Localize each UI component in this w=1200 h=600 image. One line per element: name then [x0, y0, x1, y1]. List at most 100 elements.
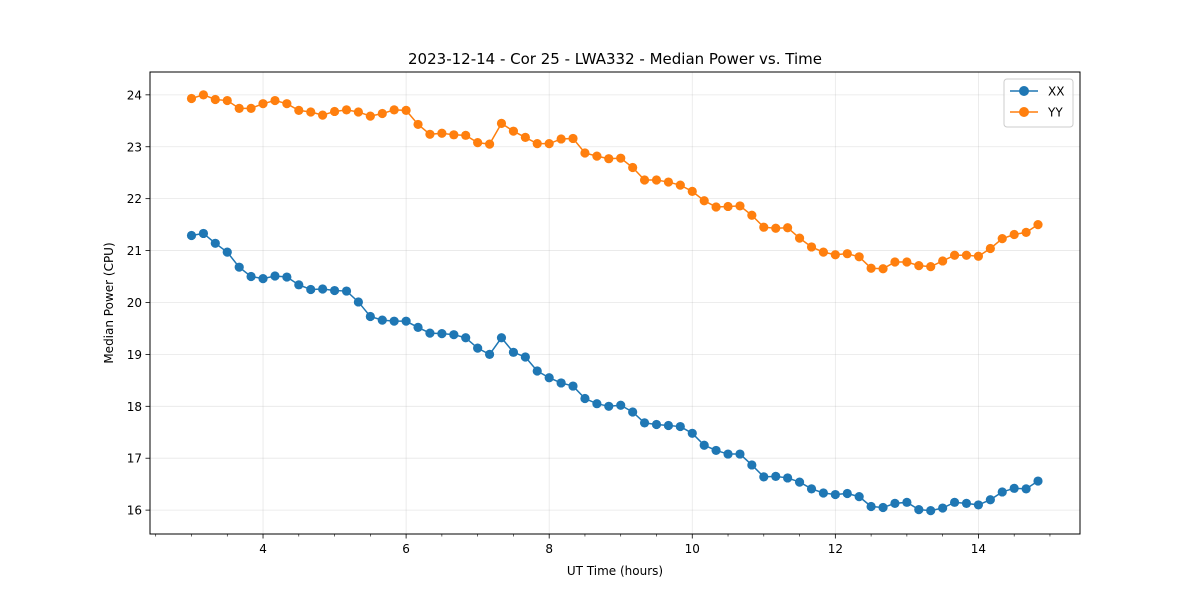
data-point-yy — [854, 252, 864, 262]
data-point-xx — [794, 477, 805, 487]
data-point-xx — [854, 492, 864, 502]
data-point-yy — [473, 138, 483, 148]
data-point-yy — [663, 177, 674, 187]
data-point-xx — [938, 503, 948, 513]
data-point-xx — [830, 489, 840, 500]
data-point-xx — [866, 501, 876, 512]
data-point-xx — [544, 373, 554, 383]
data-point-xx — [771, 471, 781, 481]
legend-label-yy: YY — [1047, 106, 1063, 120]
series-layer — [186, 90, 1043, 516]
data-point-yy — [532, 139, 542, 149]
legend-marker-xx — [1019, 86, 1029, 96]
data-point-xx — [556, 378, 566, 388]
data-point-xx — [258, 274, 268, 284]
data-point-xx — [270, 271, 280, 281]
data-point-xx — [639, 418, 650, 428]
data-point-yy — [759, 222, 769, 232]
data-point-xx — [663, 420, 674, 431]
data-point-xx — [687, 428, 697, 438]
data-point-yy — [961, 250, 972, 260]
data-point-xx — [413, 322, 423, 332]
data-point-yy — [198, 90, 209, 100]
data-point-xx — [1009, 483, 1019, 493]
x-tick-label: 10 — [685, 542, 700, 556]
data-point-xx — [449, 330, 459, 340]
data-point-xx — [580, 393, 590, 404]
data-point-xx — [294, 280, 304, 290]
data-point-yy — [341, 105, 352, 115]
data-point-yy — [842, 249, 852, 259]
data-point-xx — [318, 284, 328, 294]
data-point-xx — [365, 311, 375, 322]
data-point-xx — [425, 328, 435, 338]
data-point-xx — [592, 399, 602, 409]
data-point-yy — [449, 130, 459, 140]
data-point-yy — [186, 93, 197, 104]
y-tick-label: 24 — [127, 88, 142, 102]
x-tick-label: 14 — [971, 542, 986, 556]
data-point-yy — [711, 202, 721, 212]
data-point-yy — [258, 99, 268, 109]
data-point-xx — [186, 230, 197, 241]
data-point-xx — [651, 419, 662, 430]
data-point-xx — [282, 272, 292, 282]
data-point-yy — [556, 134, 566, 144]
series-line-xx — [191, 232, 1039, 512]
grid — [150, 72, 1080, 534]
data-point-xx — [842, 488, 852, 499]
data-point-yy — [699, 196, 709, 206]
data-point-xx — [783, 473, 793, 483]
legend: XX YY — [1003, 78, 1074, 128]
data-point-xx — [234, 262, 244, 272]
data-point-yy — [902, 257, 912, 267]
data-point-xx — [723, 449, 733, 459]
data-point-xx — [389, 316, 399, 326]
data-point-yy — [413, 119, 423, 130]
data-point-xx — [532, 366, 542, 376]
data-point-yy — [985, 243, 995, 254]
data-point-xx — [222, 247, 232, 257]
series-line-yy — [191, 94, 1039, 270]
data-point-yy — [592, 151, 602, 161]
data-point-xx — [759, 472, 769, 482]
data-point-xx — [568, 381, 578, 391]
data-point-yy — [1021, 227, 1031, 237]
data-point-yy — [1009, 229, 1019, 240]
data-point-yy — [234, 103, 244, 113]
data-point-xx — [628, 407, 638, 417]
data-point-yy — [580, 148, 590, 158]
data-point-yy — [926, 262, 936, 272]
data-point-xx — [985, 495, 995, 505]
series-xx — [186, 228, 1043, 516]
data-point-yy — [246, 103, 256, 113]
legend-marker-yy — [1019, 107, 1029, 117]
data-point-xx — [997, 487, 1007, 497]
data-point-xx — [949, 497, 960, 507]
data-point-yy — [830, 250, 840, 260]
data-point-yy — [222, 95, 232, 106]
data-point-xx — [973, 500, 984, 510]
y-tick-label: 21 — [127, 244, 142, 258]
y-tick-label: 18 — [127, 400, 142, 414]
data-point-yy — [914, 261, 924, 271]
data-point-yy — [210, 94, 220, 105]
data-point-yy — [318, 110, 328, 120]
data-point-xx — [616, 400, 626, 410]
y-tick-label: 23 — [127, 140, 142, 154]
data-point-yy — [306, 107, 316, 117]
data-point-yy — [878, 264, 888, 274]
data-point-xx — [878, 502, 888, 513]
data-point-xx — [484, 349, 495, 359]
data-point-xx — [329, 285, 340, 296]
data-point-yy — [794, 233, 805, 243]
data-point-yy — [389, 105, 399, 115]
data-point-xx — [341, 286, 352, 296]
data-point-xx — [473, 343, 483, 353]
y-tick-label: 17 — [127, 452, 142, 466]
data-point-xx — [926, 506, 936, 516]
data-point-yy — [353, 107, 363, 117]
y-axis-label: Median Power (CPU) — [102, 242, 116, 363]
data-point-yy — [735, 201, 745, 211]
